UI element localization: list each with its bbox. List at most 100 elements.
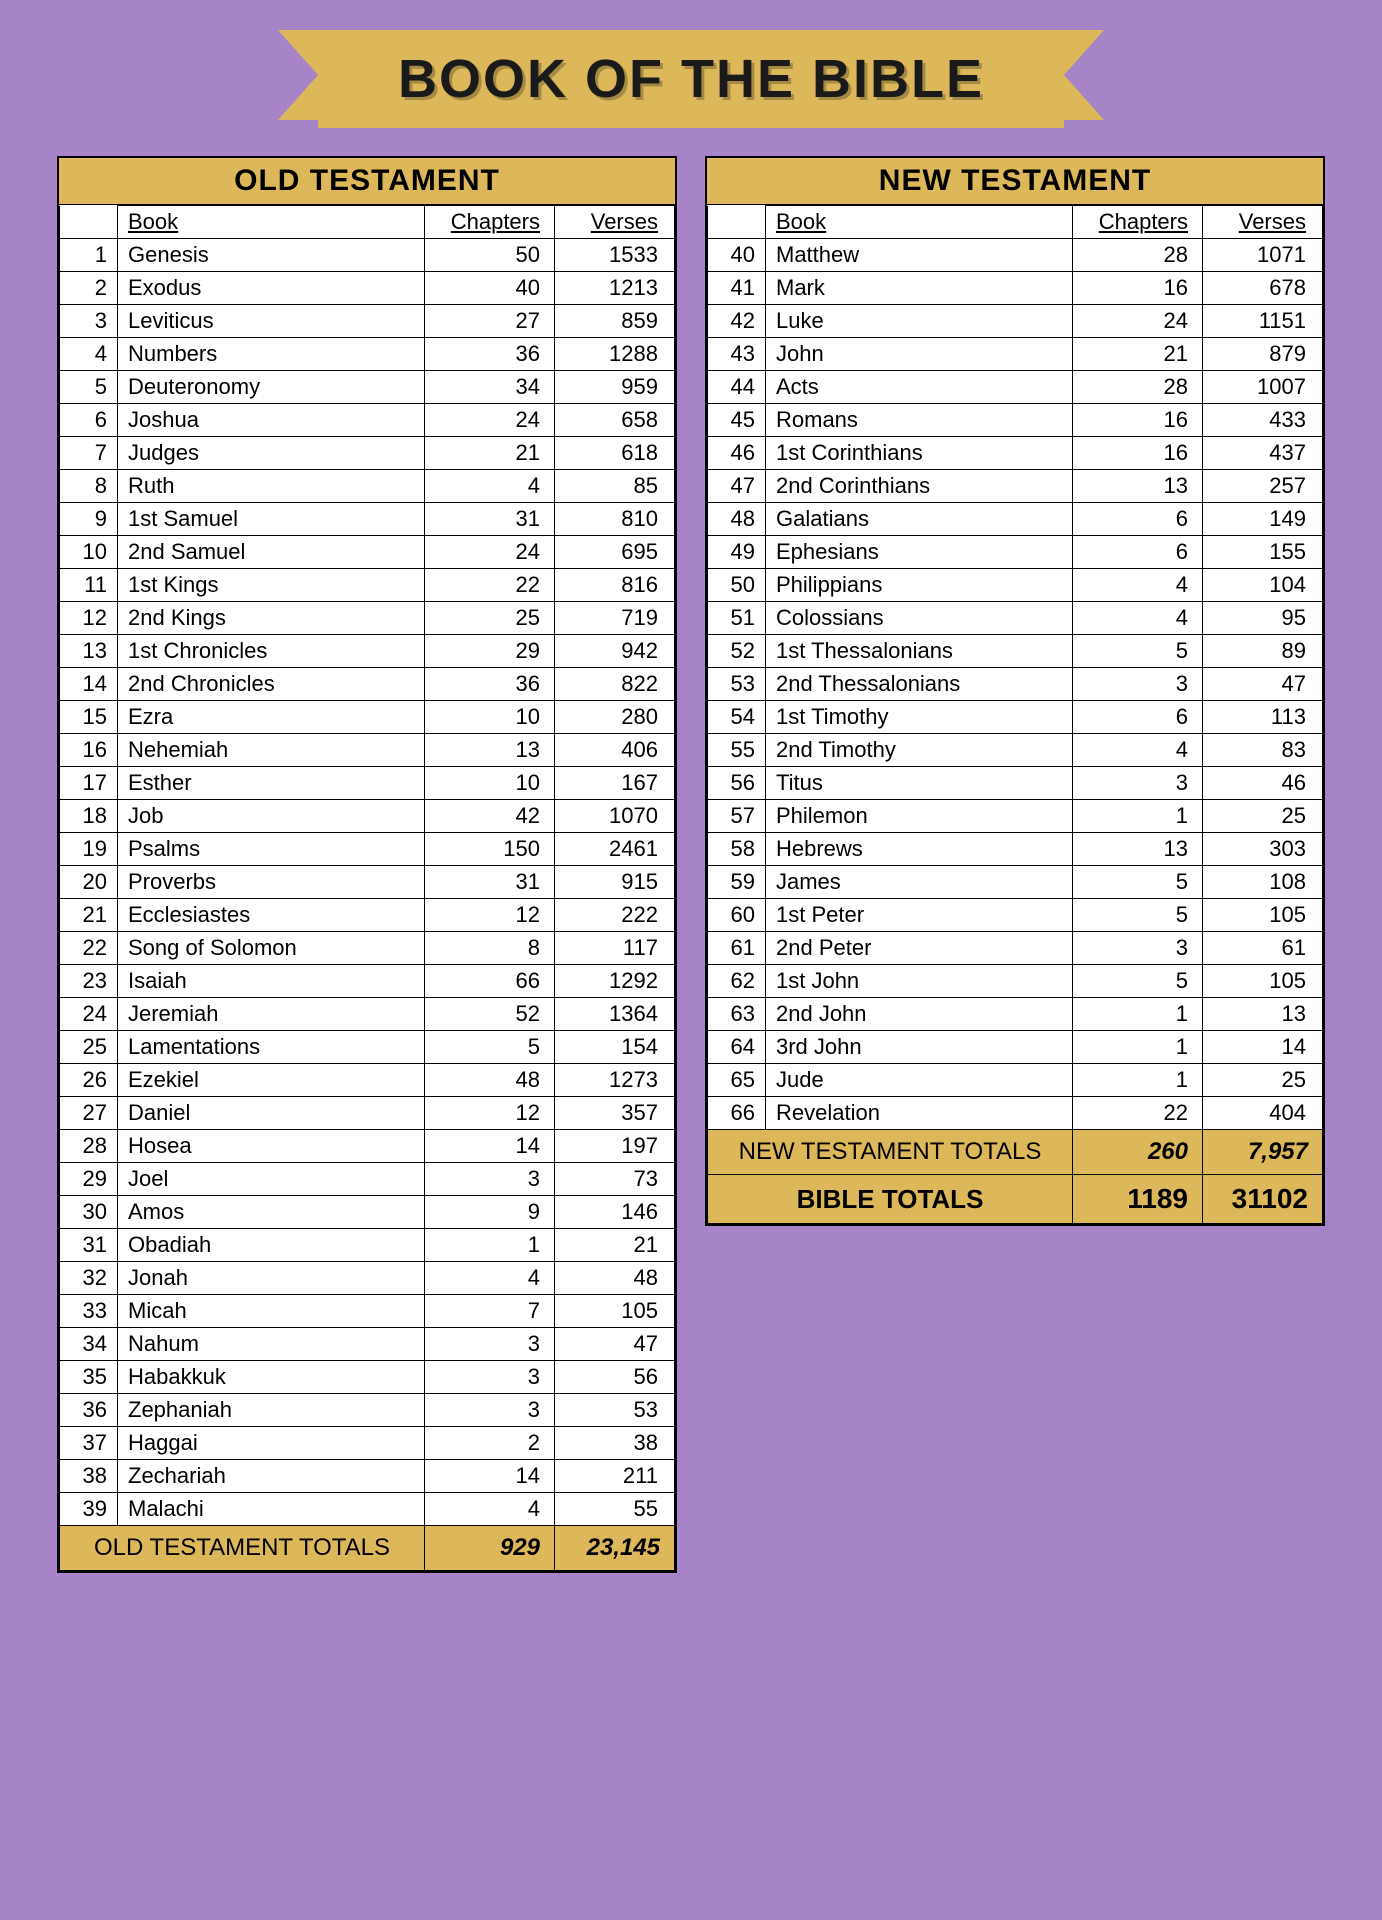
new-testament-title: NEW TESTAMENT [707,158,1323,205]
row-book-name: 1st Timothy [766,701,1073,734]
row-index: 5 [60,371,118,404]
row-book-name: Obadiah [118,1229,425,1262]
old-totals-row: OLD TESTAMENT TOTALS 929 23,145 [60,1526,675,1571]
table-row: 66Revelation22404 [708,1097,1323,1130]
new-totals-row: NEW TESTAMENT TOTALS 260 7,957 [708,1130,1323,1175]
row-chapters: 3 [1073,932,1203,965]
row-book-name: Hebrews [766,833,1073,866]
row-book-name: Nehemiah [118,734,425,767]
table-row: 43John21879 [708,338,1323,371]
row-verses: 85 [555,470,675,503]
row-verses: 257 [1203,470,1323,503]
row-index: 61 [708,932,766,965]
row-chapters: 16 [1073,404,1203,437]
bible-totals-chapters: 1189 [1073,1175,1203,1224]
row-index: 42 [708,305,766,338]
table-row: 16Nehemiah13406 [60,734,675,767]
old-testament-title: OLD TESTAMENT [59,158,675,205]
row-index: 46 [708,437,766,470]
header-blank [60,206,118,239]
header-chapters: Chapters [1073,206,1203,239]
row-verses: 47 [555,1328,675,1361]
row-index: 1 [60,239,118,272]
row-index: 40 [708,239,766,272]
row-verses: 303 [1203,833,1323,866]
row-verses: 1151 [1203,305,1323,338]
row-index: 37 [60,1427,118,1460]
row-verses: 167 [555,767,675,800]
table-row: 2Exodus401213 [60,272,675,305]
row-book-name: Acts [766,371,1073,404]
row-index: 58 [708,833,766,866]
row-verses: 197 [555,1130,675,1163]
table-row: 24Jeremiah521364 [60,998,675,1031]
row-book-name: Philippians [766,569,1073,602]
row-index: 52 [708,635,766,668]
bible-totals-row: BIBLE TOTALS 1189 31102 [708,1175,1323,1224]
row-chapters: 5 [425,1031,555,1064]
row-verses: 154 [555,1031,675,1064]
row-index: 15 [60,701,118,734]
table-row: 601st Peter5105 [708,899,1323,932]
row-index: 57 [708,800,766,833]
row-book-name: Joshua [118,404,425,437]
table-row: 59James5108 [708,866,1323,899]
table-row: 552nd Timothy483 [708,734,1323,767]
row-book-name: Zephaniah [118,1394,425,1427]
row-book-name: Matthew [766,239,1073,272]
row-book-name: 2nd Thessalonians [766,668,1073,701]
row-index: 54 [708,701,766,734]
row-index: 62 [708,965,766,998]
row-index: 36 [60,1394,118,1427]
row-book-name: 1st Chronicles [118,635,425,668]
row-book-name: Nahum [118,1328,425,1361]
row-index: 25 [60,1031,118,1064]
row-chapters: 13 [1073,833,1203,866]
row-chapters: 5 [1073,635,1203,668]
row-book-name: Ephesians [766,536,1073,569]
row-verses: 222 [555,899,675,932]
row-index: 7 [60,437,118,470]
header-book: Book [766,206,1073,239]
row-index: 30 [60,1196,118,1229]
table-row: 32Jonah448 [60,1262,675,1295]
table-row: 57Philemon125 [708,800,1323,833]
table-row: 122nd Kings25719 [60,602,675,635]
row-chapters: 50 [425,239,555,272]
row-index: 18 [60,800,118,833]
row-verses: 816 [555,569,675,602]
row-book-name: Amos [118,1196,425,1229]
header-blank [708,206,766,239]
table-row: 50Philippians4104 [708,569,1323,602]
table-row: 612nd Peter361 [708,932,1323,965]
table-row: 23Isaiah661292 [60,965,675,998]
row-index: 51 [708,602,766,635]
table-row: 44Acts281007 [708,371,1323,404]
row-verses: 105 [555,1295,675,1328]
table-row: 632nd John113 [708,998,1323,1031]
row-index: 41 [708,272,766,305]
row-book-name: Titus [766,767,1073,800]
row-chapters: 28 [1073,239,1203,272]
row-verses: 433 [1203,404,1323,437]
row-index: 32 [60,1262,118,1295]
row-chapters: 24 [425,536,555,569]
row-index: 34 [60,1328,118,1361]
row-chapters: 13 [425,734,555,767]
row-verses: 56 [555,1361,675,1394]
row-chapters: 12 [425,899,555,932]
table-header-row: Book Chapters Verses [60,206,675,239]
row-book-name: James [766,866,1073,899]
row-verses: 357 [555,1097,675,1130]
table-row: 7Judges21618 [60,437,675,470]
table-row: 39Malachi455 [60,1493,675,1526]
row-index: 2 [60,272,118,305]
row-verses: 1213 [555,272,675,305]
row-chapters: 16 [1073,272,1203,305]
table-row: 42Luke241151 [708,305,1323,338]
row-book-name: Galatians [766,503,1073,536]
row-chapters: 6 [1073,503,1203,536]
table-row: 37Haggai238 [60,1427,675,1460]
row-book-name: Deuteronomy [118,371,425,404]
row-verses: 113 [1203,701,1323,734]
